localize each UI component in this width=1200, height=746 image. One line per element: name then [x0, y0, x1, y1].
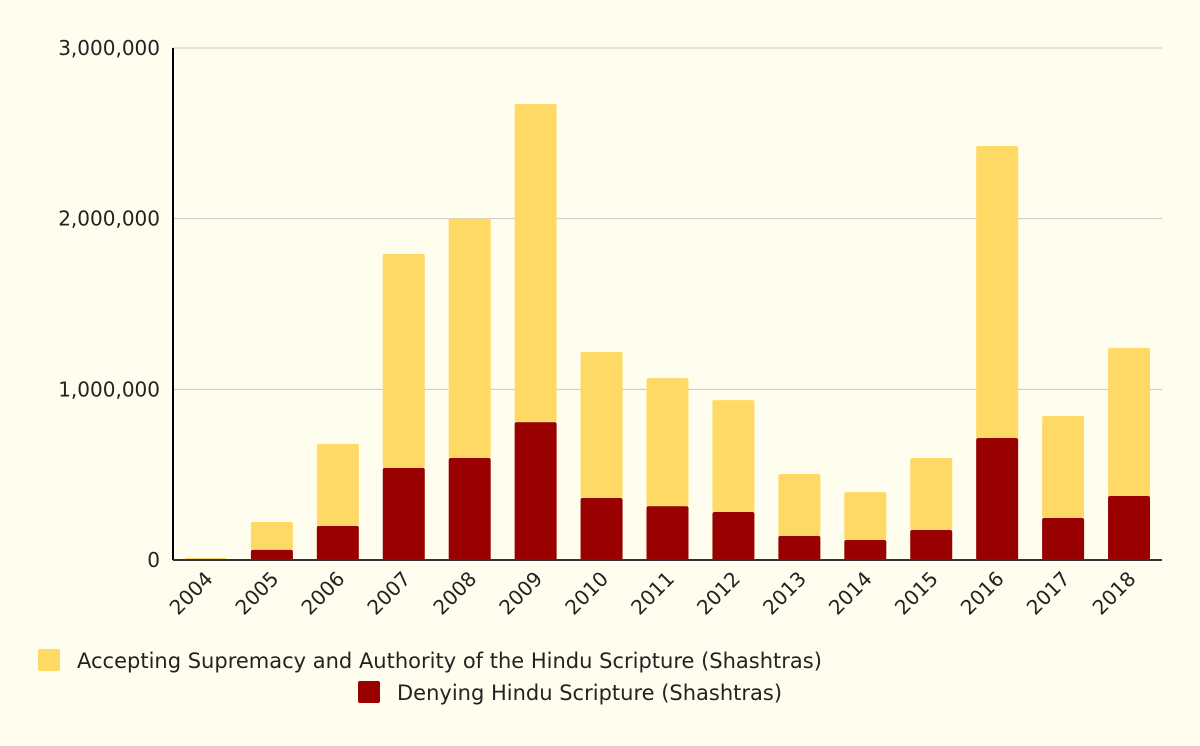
bar-segment	[448, 218, 491, 458]
x-tick-label: 2004	[165, 567, 218, 620]
bar-segment	[448, 457, 491, 560]
bar-segment	[382, 467, 425, 560]
bar-segment	[580, 351, 623, 499]
legend-label: Denying Hindu Scripture (Shashtras)	[397, 681, 782, 705]
x-tick-label: 2007	[362, 567, 415, 620]
x-tick-label: 2015	[890, 567, 943, 620]
bar-segment	[712, 400, 755, 513]
bar-segment	[910, 529, 953, 560]
bar-segment	[646, 378, 689, 507]
bar-segment	[316, 443, 359, 526]
bar-segment	[580, 498, 623, 560]
x-tick-label: 2016	[956, 567, 1009, 620]
legend-swatch	[358, 681, 380, 703]
x-tick-label: 2012	[692, 567, 745, 620]
x-tick-label: 2018	[1088, 567, 1141, 620]
bar-segment	[910, 457, 953, 530]
bar-segment	[514, 103, 557, 423]
bar-segment	[250, 521, 293, 550]
x-tick-label: 2017	[1022, 567, 1075, 620]
bar-segment	[778, 535, 821, 560]
bar-segment	[1108, 348, 1151, 496]
x-tick-label: 2014	[824, 567, 877, 620]
bar-segment	[844, 492, 887, 541]
bar-segment	[316, 525, 359, 560]
bar-segment	[1042, 518, 1085, 560]
x-tick-label: 2009	[494, 567, 547, 620]
y-tick-label: 0	[147, 548, 160, 572]
bar-segment	[1042, 415, 1085, 519]
bar-segment	[1108, 496, 1151, 560]
x-tick-label: 2008	[428, 567, 481, 620]
bar-segment	[382, 253, 425, 468]
x-tick-label: 2005	[230, 567, 283, 620]
y-tick-label: 3,000,000	[58, 36, 160, 60]
x-tick-label: 2011	[626, 567, 679, 620]
bar-segment	[778, 473, 821, 536]
bar-segment	[976, 145, 1019, 438]
bar-segment	[976, 437, 1019, 560]
legend-label: Accepting Supremacy and Authority of the…	[77, 649, 822, 673]
y-tick-label: 1,000,000	[58, 377, 160, 401]
bar-segment	[250, 549, 293, 560]
bar-segment	[514, 422, 557, 560]
x-tick-label: 2010	[560, 567, 613, 620]
x-tick-label: 2006	[296, 567, 349, 620]
bar-segment	[844, 540, 887, 560]
x-tick-label: 2013	[758, 567, 811, 620]
y-tick-label: 2,000,000	[58, 207, 160, 231]
legend-swatch	[38, 649, 60, 671]
bar-segment	[712, 512, 755, 560]
bar-segment	[646, 506, 689, 560]
